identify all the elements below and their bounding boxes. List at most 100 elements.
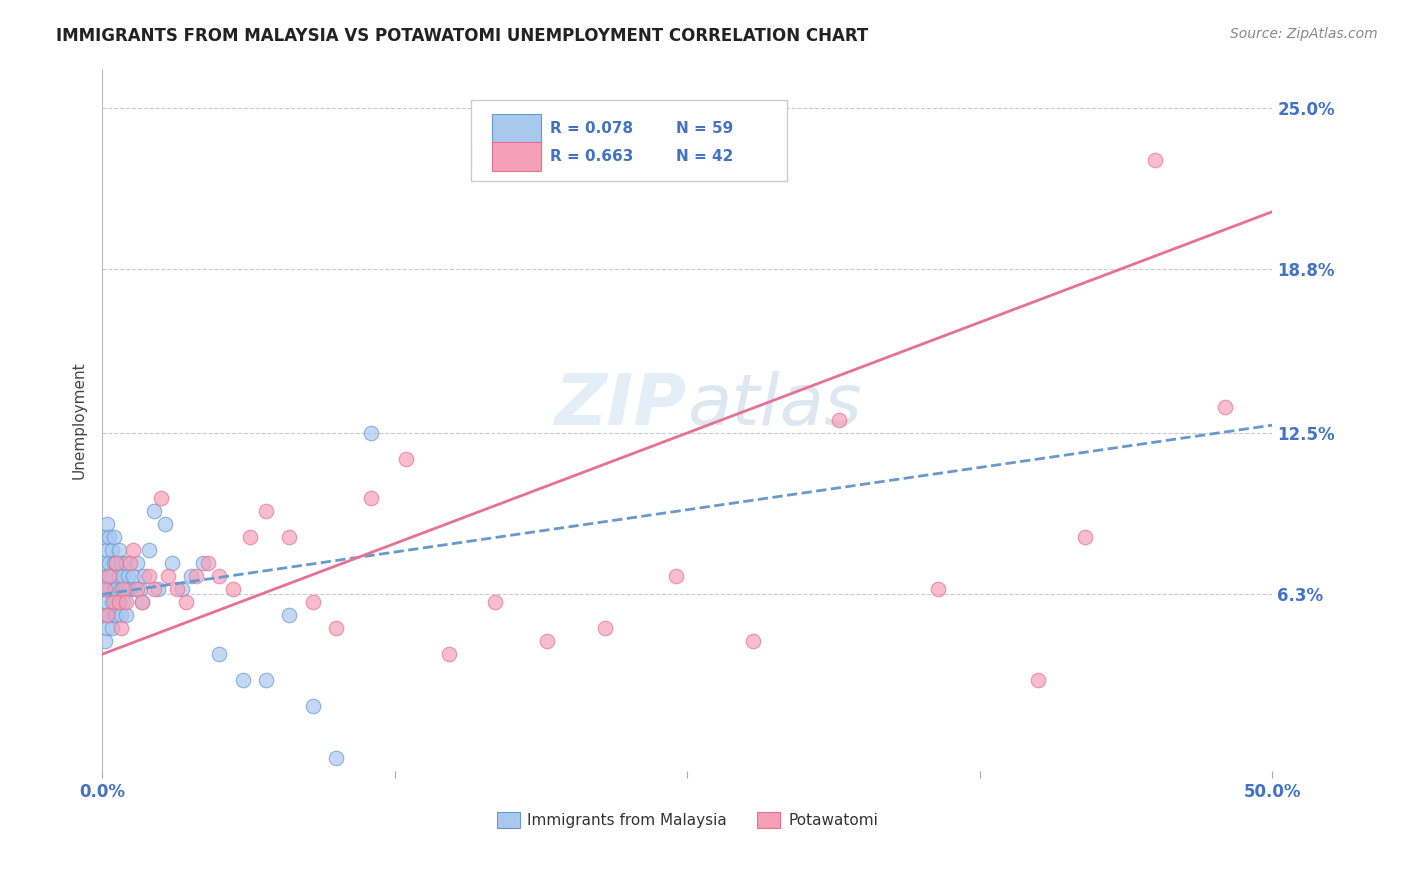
Point [155, 517, 177, 532]
Point [127, 582, 149, 596]
Point [595, 621, 617, 635]
Point [142, 582, 165, 596]
Point [828, 413, 851, 427]
Point [325, 621, 347, 635]
Point [114, 556, 136, 570]
FancyBboxPatch shape [492, 142, 541, 171]
Point [239, 530, 262, 544]
Point [232, 673, 254, 688]
Point [1215, 400, 1237, 414]
Point [1074, 530, 1097, 544]
Point [110, 621, 132, 635]
Point [301, 595, 323, 609]
Point [536, 634, 558, 648]
Point [124, 582, 146, 596]
Point [100, 595, 122, 609]
Point [254, 673, 277, 688]
Point [110, 556, 132, 570]
Point [103, 530, 125, 544]
Point [107, 595, 129, 609]
Point [484, 595, 506, 609]
Point [197, 556, 219, 570]
Point [103, 582, 125, 596]
Point [103, 556, 125, 570]
Point [117, 569, 139, 583]
Text: R = 0.078: R = 0.078 [550, 121, 634, 136]
Point [301, 699, 323, 714]
Point [191, 556, 214, 570]
Text: N = 59: N = 59 [675, 121, 733, 136]
Point [105, 608, 128, 623]
Point [254, 504, 277, 518]
Point [114, 582, 136, 596]
Text: ZIP: ZIP [555, 371, 688, 441]
Point [142, 504, 165, 518]
Point [148, 582, 170, 596]
Text: R = 0.663: R = 0.663 [550, 149, 634, 164]
Text: IMMIGRANTS FROM MALAYSIA VS POTAWATOMI UNEMPLOYMENT CORRELATION CHART: IMMIGRANTS FROM MALAYSIA VS POTAWATOMI U… [56, 27, 869, 45]
Point [927, 582, 949, 596]
FancyBboxPatch shape [492, 114, 541, 144]
Point [96, 608, 118, 623]
Point [98, 556, 121, 570]
Point [1026, 673, 1049, 688]
Point [278, 530, 301, 544]
Point [114, 595, 136, 609]
Point [107, 569, 129, 583]
Point [98, 569, 121, 583]
Point [664, 569, 686, 583]
Point [138, 569, 160, 583]
Point [93, 556, 115, 570]
Point [96, 569, 118, 583]
Point [112, 595, 135, 609]
Point [360, 491, 382, 505]
Point [114, 608, 136, 623]
Point [96, 517, 118, 532]
Point [208, 647, 231, 661]
Point [98, 530, 121, 544]
Point [360, 425, 382, 440]
Point [121, 543, 143, 558]
Point [107, 595, 129, 609]
Point [96, 621, 118, 635]
Point [395, 452, 418, 467]
Legend: Immigrants from Malaysia, Potawatomi: Immigrants from Malaysia, Potawatomi [491, 805, 884, 834]
Point [127, 556, 149, 570]
Point [103, 595, 125, 609]
Point [134, 569, 156, 583]
Point [100, 543, 122, 558]
Point [98, 582, 121, 596]
Point [100, 569, 122, 583]
Text: N = 42: N = 42 [675, 149, 733, 164]
Point [325, 751, 347, 765]
Y-axis label: Unemployment: Unemployment [72, 361, 86, 479]
Point [131, 595, 153, 609]
Text: atlas: atlas [688, 371, 862, 441]
Point [162, 556, 184, 570]
Point [98, 608, 121, 623]
Point [184, 569, 207, 583]
Point [170, 582, 193, 596]
Point [222, 582, 245, 596]
Point [93, 582, 115, 596]
Point [120, 582, 142, 596]
Point [93, 582, 115, 596]
Point [180, 569, 202, 583]
Point [105, 556, 128, 570]
Point [437, 647, 460, 661]
Point [110, 608, 132, 623]
Point [93, 608, 115, 623]
FancyBboxPatch shape [471, 100, 787, 181]
Point [120, 556, 142, 570]
Point [278, 608, 301, 623]
Point [121, 569, 143, 583]
Point [128, 582, 150, 596]
Point [1144, 153, 1167, 167]
Point [112, 569, 135, 583]
Point [110, 582, 132, 596]
Point [112, 582, 135, 596]
Point [131, 595, 153, 609]
Point [208, 569, 231, 583]
Point [166, 582, 188, 596]
Point [105, 556, 128, 570]
